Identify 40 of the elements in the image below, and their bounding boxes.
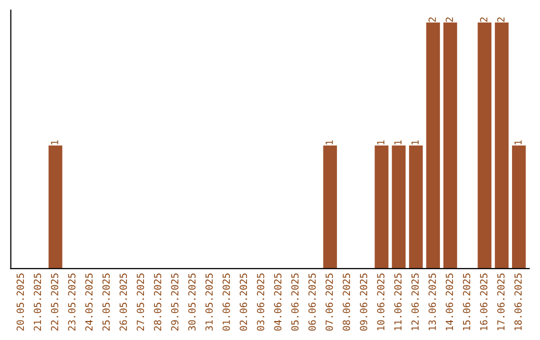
x-tick-label: 27.05.2025: [136, 274, 144, 331]
x-tick-label: 10.06.2025: [377, 274, 384, 330]
x-tick-label: 21.05.2025: [34, 274, 42, 331]
x-tick-label: 25.05.2025: [102, 274, 110, 331]
x-tick-label: 17.06.2025: [497, 274, 505, 330]
x-tick-label: 18.06.2025: [514, 274, 522, 330]
x-tick-label: 30.05.2025: [188, 274, 196, 331]
x-tick-label: 29.05.2025: [171, 274, 178, 331]
x-tick-label: 11.06.2025: [394, 274, 402, 330]
x-tick-label: 08.06.2025: [342, 274, 350, 331]
x-tick-label: 24.05.2025: [85, 274, 93, 331]
data-label: 2: [428, 17, 436, 22]
x-tick-label: 23.05.2025: [68, 274, 76, 331]
x-tick-label: 26.05.2025: [120, 274, 127, 331]
x-tick-label: 15.06.2025: [462, 274, 470, 330]
x-tick-label: 14.06.2025: [446, 274, 454, 330]
x-tick-label: 13.06.2025: [428, 274, 436, 330]
data-label: 1: [394, 140, 402, 144]
x-tick-label: 03.06.2025: [256, 274, 264, 331]
data-label: 1: [412, 140, 419, 144]
x-tick-label: 31.05.2025: [205, 274, 213, 331]
x-tick-label: 04.06.2025: [274, 274, 282, 331]
data-label: 1: [377, 140, 384, 144]
x-tick-label: 22.05.2025: [50, 274, 58, 331]
data-label: 1: [326, 140, 333, 144]
x-tick-label: 16.06.2025: [480, 274, 488, 330]
data-label: 1: [514, 140, 522, 144]
data-label: 2: [446, 17, 453, 22]
x-tick-label: 28.05.2025: [154, 274, 162, 331]
data-label: 1: [51, 140, 58, 144]
x-tick-label: 12.06.2025: [411, 274, 419, 330]
x-tick-label: 09.06.2025: [360, 274, 368, 331]
data-label: 2: [497, 17, 504, 22]
x-tick-label: 20.05.2025: [16, 274, 24, 331]
data-label: 2: [480, 17, 488, 22]
x-tick-label: 01.06.2025: [222, 274, 230, 331]
x-tick-label: 02.06.2025: [240, 274, 248, 331]
x-tick-label: 07.06.2025: [326, 274, 333, 331]
x-tick-label: 06.06.2025: [308, 274, 316, 331]
x-tick-label: 05.06.2025: [291, 274, 299, 331]
